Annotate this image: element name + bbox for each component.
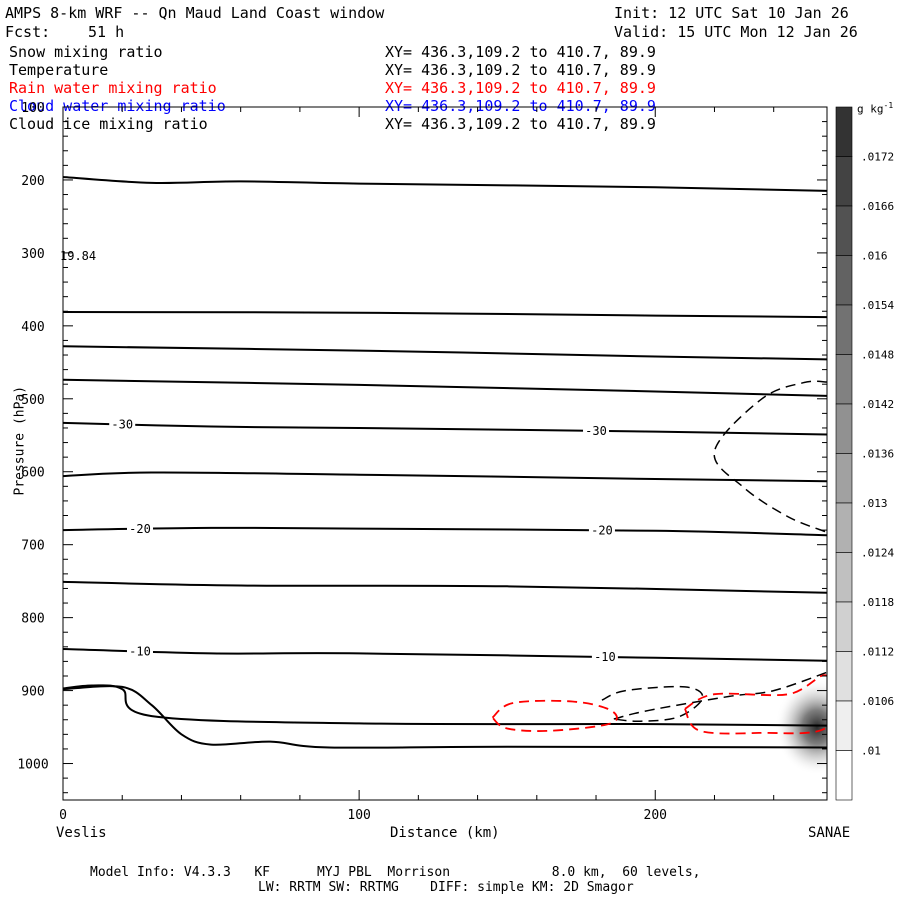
- field-name-rain: Rain water mixing ratio: [9, 79, 217, 97]
- isotherm-label: -20: [591, 523, 613, 537]
- x-axis-title: Distance (km): [390, 825, 500, 841]
- colorbar-tick-label: .013: [861, 497, 888, 510]
- max-value-label: 19.84: [60, 249, 97, 263]
- isotherm-label-bg: [591, 650, 618, 664]
- y-tick-label: 600: [21, 466, 44, 481]
- colorbar-segment: [835, 304, 853, 355]
- isotherm-label: -20: [129, 522, 151, 536]
- x-tick-label: 200: [644, 808, 667, 823]
- rain-water-contour: [491, 699, 618, 732]
- colorbar-tick-label: .0112: [861, 646, 894, 659]
- isotherm-line: [63, 580, 827, 594]
- colorbar-tick-label: .0118: [861, 596, 894, 609]
- y-tick-label: 300: [21, 247, 44, 262]
- x-endpoint-left: Veslis: [56, 825, 107, 841]
- y-tick-label: 1000: [17, 758, 48, 773]
- colorbar-tick-label: .0136: [861, 448, 894, 461]
- isotherm-line: [63, 685, 827, 749]
- colorbar-tick-label: .016: [861, 250, 888, 263]
- chart-title: AMPS 8-km WRF -- Qn Maud Land Coast wind…: [5, 4, 385, 22]
- colorbar-unit: g kg-1: [857, 101, 894, 116]
- isotherm-label: -30: [111, 417, 133, 431]
- isotherm-line: [63, 378, 827, 397]
- colorbar-segment: [835, 205, 853, 256]
- isotherm-label-bg: [126, 521, 153, 535]
- plot-frame: [62, 106, 828, 801]
- rain-water-contour: [684, 674, 827, 735]
- colorbar-segment: [835, 354, 853, 405]
- colorbar-segment: [835, 106, 853, 157]
- y-tick-label: 800: [21, 612, 44, 627]
- colorbar-tick-label: .0166: [861, 200, 894, 213]
- field-name-snow: Snow mixing ratio: [9, 43, 163, 61]
- colorbar-tick-label: .0172: [861, 151, 894, 164]
- cloud-ice-contour: [613, 671, 827, 720]
- y-tick-label: 400: [21, 320, 44, 335]
- y-tick-label: 700: [21, 539, 44, 554]
- field-name-cloud-water: Cloud water mixing ratio: [9, 97, 226, 115]
- colorbar-segment: [835, 700, 853, 751]
- isotherm-label: -10: [594, 650, 616, 664]
- isotherm-label-bg: [588, 523, 615, 537]
- colorbar-tick-label: .0154: [861, 299, 894, 312]
- isotherm-label: -30: [585, 424, 607, 438]
- colorbar-segment: [835, 255, 853, 306]
- model-physics: LW: RRTM SW: RRTMG DIFF: simple KM: 2D S…: [258, 880, 634, 895]
- isotherm-line: [63, 648, 827, 662]
- forecast-hour: 51 h: [88, 23, 125, 41]
- field-name-cloud-ice: Cloud ice mixing ratio: [9, 115, 208, 133]
- colorbar-segment: [835, 552, 853, 603]
- field-xy-rain: XY= 436.3,109.2 to 410.7, 89.9: [385, 79, 656, 97]
- isotherm-line: [63, 526, 827, 537]
- colorbar-segment: [835, 453, 853, 504]
- colorbar-segment: [835, 156, 853, 207]
- x-tick-label: 0: [59, 808, 67, 823]
- field-xy-cloud-ice: XY= 436.3,109.2 to 410.7, 89.9: [385, 115, 656, 133]
- isotherm-line: [63, 421, 827, 436]
- isotherm-line: [63, 684, 827, 727]
- forecast-label: Fcst:: [5, 23, 51, 41]
- cloud-ice-contour: [713, 380, 827, 533]
- x-tick-label: 100: [347, 808, 370, 823]
- isotherm-line: [63, 176, 827, 192]
- model-info: Model Info: V4.3.3 KF MYJ PBL Morrison 8…: [90, 865, 701, 880]
- isotherm-label-bg: [583, 423, 610, 437]
- valid-time: Valid: 15 UTC Mon 12 Jan 26: [614, 23, 858, 41]
- colorbar-tick-label: .01: [861, 745, 881, 758]
- isotherm-line: [63, 311, 827, 319]
- y-tick-label: 900: [21, 685, 44, 700]
- isotherm-label-bg: [126, 644, 153, 658]
- colorbar-segment: [835, 651, 853, 702]
- field-xy-snow: XY= 436.3,109.2 to 410.7, 89.9: [385, 43, 656, 61]
- colorbar-tick-label: .0106: [861, 695, 894, 708]
- colorbar-tick-label: .0124: [861, 547, 894, 560]
- field-xy-temperature: XY= 436.3,109.2 to 410.7, 89.9: [385, 61, 656, 79]
- init-time: Init: 12 UTC Sat 10 Jan 26: [614, 4, 849, 22]
- field-name-temperature: Temperature: [9, 61, 109, 79]
- colorbar-segment: [835, 750, 853, 801]
- colorbar-segment: [835, 601, 853, 652]
- colorbar-tick-label: .0148: [861, 349, 894, 362]
- cloud-ice-contour: [601, 685, 704, 722]
- x-endpoint-right: SANAE: [808, 825, 851, 841]
- snow-shading: [775, 679, 827, 776]
- y-tick-label: 500: [21, 393, 44, 408]
- isotherm-line: [63, 345, 827, 361]
- field-xy-cloud-water: XY= 436.3,109.2 to 410.7, 89.9: [385, 97, 656, 115]
- colorbar-segment: [835, 403, 853, 454]
- colorbar-segment: [835, 502, 853, 553]
- isotherm-line: [63, 471, 827, 483]
- y-axis-title: Pressure (hPa): [12, 385, 28, 496]
- y-tick-label: 100: [21, 101, 44, 116]
- y-tick-label: 200: [21, 174, 44, 189]
- isotherm-label-bg: [109, 417, 136, 431]
- isotherm-label: -10: [129, 644, 151, 658]
- colorbar-tick-label: .0142: [861, 398, 894, 411]
